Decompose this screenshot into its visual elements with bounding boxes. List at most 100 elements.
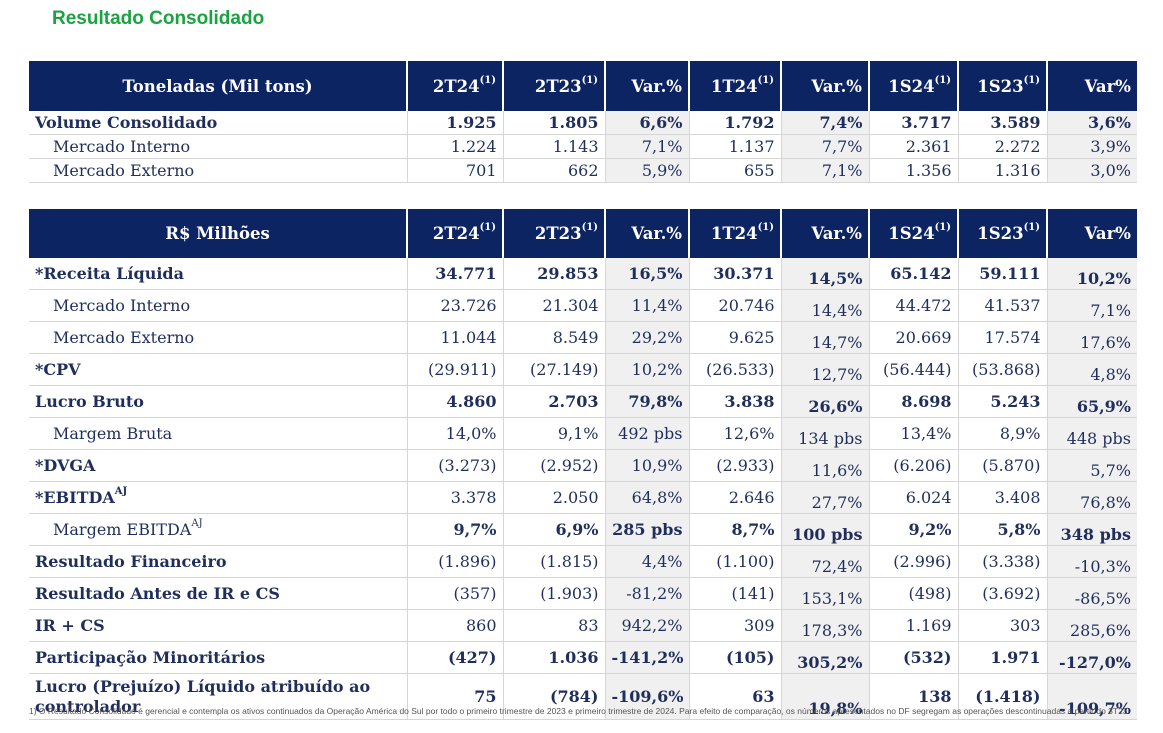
table-cell: (26.533) [689,353,782,386]
table-cell: 2.646 [689,481,782,514]
table-cell: 8.698 [869,385,959,418]
row-label: *CPV [29,353,408,386]
table-cell: 5,7% [1047,449,1137,482]
table-cell: (1.896) [407,545,504,578]
table-cell: 9,7% [407,513,504,546]
table-cell: 655 [689,158,782,183]
table-cell: 10,2% [1047,258,1137,290]
table-cell: 3.378 [407,481,504,514]
footnote-marker: (1) [934,74,951,86]
header-label: 2T24 [432,76,480,96]
row-label: Resultado Financeiro [29,545,408,578]
table-cell: (3.338) [958,545,1048,578]
header-label: Var% [1084,76,1131,96]
table-cell: 63 [689,673,782,720]
table-cell: 20.746 [689,289,782,322]
table-cell: 285 pbs [605,513,690,546]
table-cell: 1.036 [503,641,606,674]
table-row: Resultado Financeiro (1.896) (1.815) 4,4% (1… [29,545,1137,578]
table-cell: (3.692) [958,577,1048,610]
row-label: IR + CS [29,609,408,642]
table-cell: (1.100) [689,545,782,578]
table-cell: (427) [407,641,504,674]
financial-table: R$ Milhões 2T24(1) 2T23(1) Var.% 1T24(1) Var.… [29,209,1137,720]
table-cell: 448 pbs [1047,417,1137,450]
header-label: 1T24 [710,224,758,243]
header-cell: Var% [1047,209,1137,258]
table-cell: 9,1% [503,417,606,450]
table-cell: 6,9% [503,513,606,546]
table-cell: 12,7% [781,353,870,386]
table-cell: (5.870) [958,449,1048,482]
header-label: Var.% [811,76,862,96]
table-cell: 4,8% [1047,353,1137,386]
table-cell: 3.717 [869,111,959,135]
row-label: Mercado Externo [29,158,408,183]
table-cell: 860 [407,609,504,642]
header-label: 1S24 [888,224,935,243]
table-cell: 1.137 [689,134,782,159]
table-cell: 14,4% [781,289,870,322]
table-row: Mercado Interno 23.726 21.304 11,4% 20.746 14… [29,289,1137,322]
header-cell: 1S24(1) [869,61,959,111]
table-cell: 14,5% [781,258,870,290]
row-label: Mercado Interno [29,289,408,322]
header-label: 1S23 [977,76,1024,96]
header-cell: 2T24(1) [407,61,504,111]
header-label: Toneladas (Mil tons) [122,76,313,96]
header-label: 1T24 [710,76,758,96]
table-cell: (357) [407,577,504,610]
row-label: Volume Consolidado [29,111,408,135]
table-cell: (1.815) [503,545,606,578]
header-cell: 1T24(1) [689,209,782,258]
table-cell: (105) [689,641,782,674]
footnote: 1) O Resultado Consolidado é gerencial e… [29,706,1130,716]
table-cell: 153,1% [781,577,870,610]
table-cell: 79,8% [605,385,690,418]
table-cell: (1.418) [958,673,1048,720]
header-label: 2T23 [534,76,582,96]
table-cell: (498) [869,577,959,610]
table-cell: 2.050 [503,481,606,514]
table-cell: -86,5% [1047,577,1137,610]
table-cell: 1.805 [503,111,606,135]
table-cell: 27,7% [781,481,870,514]
table-cell: 492 pbs [605,417,690,450]
table-cell: 6,6% [605,111,690,135]
header-cell: 2T23(1) [503,61,606,111]
table-cell: 1.169 [869,609,959,642]
table-cell: 5,9% [605,158,690,183]
row-label: *DVGA [29,449,408,482]
footnote-marker: (1) [934,222,951,233]
table-cell: 9,2% [869,513,959,546]
table-cell: 29,2% [605,321,690,354]
table-cell: (27.149) [503,353,606,386]
row-label: Margem Bruta [29,417,408,450]
table-cell: 1.971 [958,641,1048,674]
table-cell: (2.952) [503,449,606,482]
header-cell: 1S23(1) [958,61,1048,111]
table-row: *EBITDAAJ 3.378 2.050 64,8% 2.646 27,7% 6.024 3… [29,481,1137,514]
table-cell: 7,4% [781,111,870,135]
header-label: 2T23 [534,224,582,243]
table-cell: (1.903) [503,577,606,610]
table-cell: 285,6% [1047,609,1137,642]
table-cell: -127,0% [1047,641,1137,674]
table-cell: 19,8% [781,673,870,720]
footnote-marker: (1) [581,222,598,233]
header-cell: Var.% [781,209,870,258]
table-cell: 4,4% [605,545,690,578]
table-cell: 138 [869,673,959,720]
page-title: Resultado Consolidado [52,8,265,29]
footnote-marker: (1) [1023,74,1040,86]
row-label: *EBITDAAJ [29,481,408,514]
table-cell: 12,6% [689,417,782,450]
row-label: Resultado Antes de IR e CS [29,577,408,610]
header-cell: Toneladas (Mil tons) [29,61,408,111]
table-cell: (2.996) [869,545,959,578]
table-row: Volume Consolidado 1.925 1.805 6,6% 1.792 7,4… [29,111,1137,135]
header-label: Var.% [631,224,682,243]
row-label: Participação Minoritários [29,641,408,674]
table-cell: 309 [689,609,782,642]
table-row: Mercado Interno 1.224 1.143 7,1% 1.137 7,7% 2.… [29,134,1137,159]
